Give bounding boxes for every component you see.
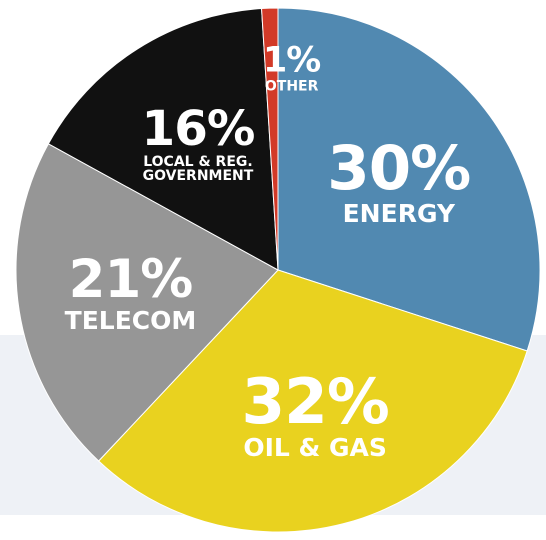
percent-label: 30% [327, 133, 471, 205]
slice-label: 30% ENERGY [299, 137, 499, 227]
category-label: ENERGY [342, 199, 456, 229]
slice-label: 16% LOCAL & REG. GOVERNMENT [128, 100, 268, 185]
category-label: OIL & GAS [243, 432, 387, 462]
percent-label: 1% [263, 40, 321, 81]
percent-label: 16% [141, 100, 256, 157]
pie-slice [97, 269, 528, 533]
slice-label: 21% TELECOM [30, 252, 230, 334]
pie-slice [15, 143, 279, 462]
category-label: LOCAL & REG. GOVERNMENT [142, 153, 254, 185]
pie-slice [47, 7, 279, 271]
percent-label: 21% [68, 249, 194, 311]
percent-label: 32% [241, 364, 389, 438]
pie-slice [261, 7, 279, 271]
category-label: TELECOM [64, 306, 197, 336]
slice-label: 32% OIL & GAS [215, 364, 415, 462]
slice-label: 1% OTHER [222, 43, 362, 94]
category-label: OTHER [264, 78, 319, 95]
pie-slice [277, 7, 541, 352]
